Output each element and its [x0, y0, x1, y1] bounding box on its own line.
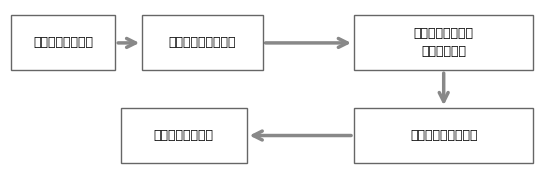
FancyBboxPatch shape: [354, 15, 533, 70]
FancyBboxPatch shape: [354, 108, 533, 163]
Text: 称取钎锡焊料试样: 称取钎锡焊料试样: [33, 36, 93, 49]
Text: 配制溶解试样的溶液: 配制溶解试样的溶液: [168, 36, 236, 49]
Text: 于电热板上加热溶
解试样的溶液: 于电热板上加热溶 解试样的溶液: [414, 27, 474, 58]
FancyBboxPatch shape: [121, 108, 247, 163]
Text: 进行元素含量检测: 进行元素含量检测: [154, 129, 214, 142]
FancyBboxPatch shape: [11, 15, 115, 70]
Text: 得到适合检测的溶液: 得到适合检测的溶液: [410, 129, 478, 142]
FancyBboxPatch shape: [142, 15, 263, 70]
